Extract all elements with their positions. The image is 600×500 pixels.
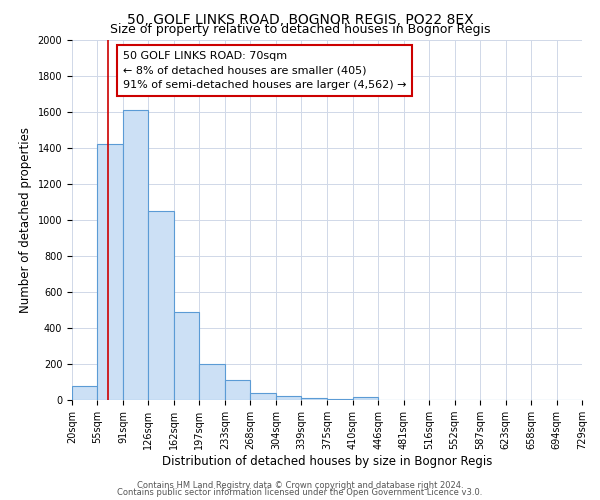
Bar [72,386,97,400]
Bar [276,396,301,400]
Text: Contains HM Land Registry data © Crown copyright and database right 2024.: Contains HM Land Registry data © Crown c… [137,480,463,490]
Bar [148,211,174,400]
Bar [328,399,353,400]
Text: 50 GOLF LINKS ROAD: 70sqm
← 8% of detached houses are smaller (405)
91% of semi-: 50 GOLF LINKS ROAD: 70sqm ← 8% of detach… [123,51,407,90]
Bar [250,393,276,400]
X-axis label: Distribution of detached houses by size in Bognor Regis: Distribution of detached houses by size … [162,455,492,468]
Bar [199,364,225,400]
Y-axis label: Number of detached properties: Number of detached properties [19,127,32,313]
Text: Contains public sector information licensed under the Open Government Licence v3: Contains public sector information licen… [118,488,482,497]
Text: Size of property relative to detached houses in Bognor Regis: Size of property relative to detached ho… [110,22,490,36]
Bar [301,398,328,400]
Bar [225,380,250,400]
Bar [97,144,123,400]
Bar [123,110,148,400]
Bar [174,312,199,400]
Text: 50, GOLF LINKS ROAD, BOGNOR REGIS, PO22 8EX: 50, GOLF LINKS ROAD, BOGNOR REGIS, PO22 … [127,12,473,26]
Bar [353,398,379,400]
